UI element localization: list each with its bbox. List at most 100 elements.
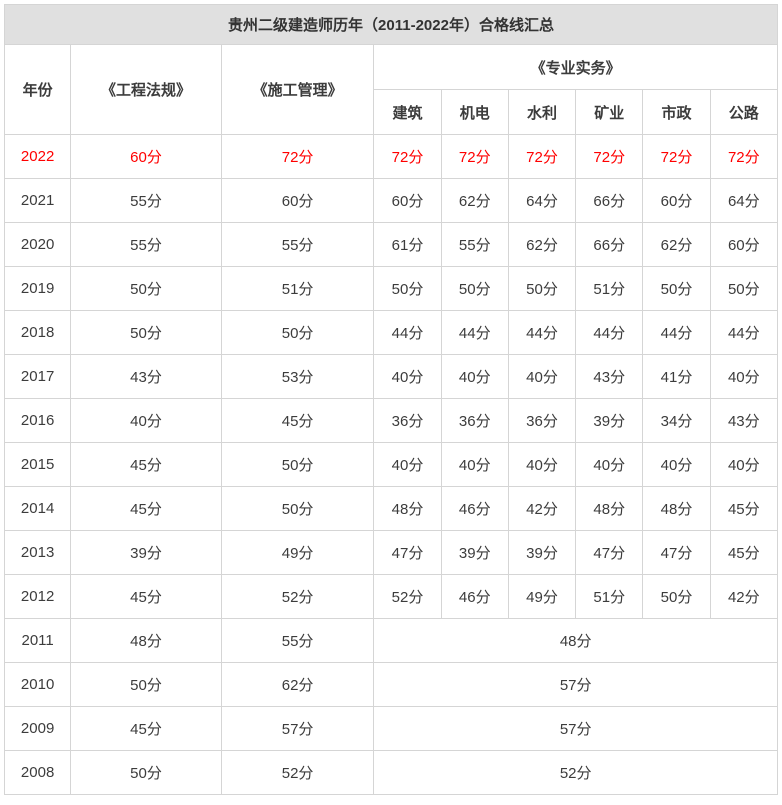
law-score-cell: 45分	[70, 486, 222, 531]
table-row: 2012 45分 52分 52分 46分 49分 51分 50分 42分	[3, 574, 779, 619]
table-row: 2016 40分 45分 36分 36分 36分 39分 34分 43分	[3, 398, 779, 443]
practice-score-cell: 47分	[373, 530, 442, 575]
practice-score-cell: 40分	[709, 442, 779, 487]
practice-score-cell: 40分	[575, 442, 644, 487]
practice-score-cell: 60分	[642, 178, 711, 223]
practice-score-cell: 62分	[440, 178, 509, 223]
practice-score-cell: 39分	[507, 530, 577, 575]
practice-score-cell: 66分	[575, 178, 644, 223]
practice-score-cell: 40分	[440, 354, 509, 399]
management-score-cell: 50分	[220, 486, 375, 531]
practice-score-cell: 49分	[507, 574, 577, 619]
year-cell: 2013	[3, 530, 72, 575]
practice-score-cell: 42分	[507, 486, 577, 531]
practice-score-cell: 64分	[507, 178, 577, 223]
year-cell: 2020	[3, 222, 72, 267]
practice-score-cell: 44分	[575, 310, 644, 355]
management-score-cell: 55分	[220, 222, 375, 267]
law-score-cell: 55分	[70, 222, 222, 267]
practice-score-cell: 51分	[575, 266, 644, 311]
year-cell: 2018	[3, 310, 72, 355]
law-score-cell: 45分	[70, 574, 222, 619]
management-score-cell: 72分	[220, 134, 375, 179]
law-score-cell: 45分	[70, 706, 222, 751]
year-cell: 2014	[3, 486, 72, 531]
table-row: 2020 55分 55分 61分 55分 62分 66分 62分 60分	[3, 222, 779, 267]
year-cell: 2009	[3, 706, 72, 751]
year-cell: 2015	[3, 442, 72, 487]
table-row: 2009 45分 57分 57分	[3, 706, 778, 751]
law-score-cell: 55分	[70, 178, 222, 223]
practice-score-cell: 47分	[575, 530, 644, 575]
practice-score-cell: 36分	[373, 398, 442, 443]
practice-score-cell: 72分	[642, 134, 711, 179]
practice-score-cell: 72分	[709, 134, 779, 179]
practice-score-cell: 43分	[709, 398, 779, 443]
practice-score-cell: 40分	[507, 442, 577, 487]
management-score-cell: 53分	[220, 354, 375, 399]
practice-merged-cell: 57分	[373, 662, 778, 707]
year-cell: 2008	[3, 750, 72, 795]
practice-score-cell: 72分	[575, 134, 644, 179]
table-row: 2018 50分 50分 44分 44分 44分 44分 44分 44分	[3, 310, 779, 355]
management-score-cell: 52分	[220, 750, 375, 795]
practice-merged-cell: 57分	[373, 706, 778, 751]
practice-score-cell: 44分	[373, 310, 442, 355]
management-score-cell: 51分	[220, 266, 375, 311]
management-score-cell: 57分	[220, 706, 375, 751]
practice-score-cell: 44分	[642, 310, 711, 355]
table-row: 2021 55分 60分 60分 62分 64分 66分 60分 64分	[3, 178, 779, 223]
practice-score-cell: 40分	[373, 442, 442, 487]
practice-score-cell: 41分	[642, 354, 711, 399]
practice-score-cell: 46分	[440, 486, 509, 531]
year-cell: 2010	[3, 662, 72, 707]
practice-score-cell: 44分	[507, 310, 577, 355]
table-row: 2010 50分 62分 57分	[3, 662, 778, 707]
practice-score-cell: 51分	[575, 574, 644, 619]
subject-header-water: 水利	[507, 89, 577, 135]
practice-score-cell: 50分	[373, 266, 442, 311]
practice-score-cell: 61分	[373, 222, 442, 267]
law-column-header: 《工程法规》	[70, 44, 222, 135]
practice-score-cell: 34分	[642, 398, 711, 443]
practice-merged-cell: 48分	[373, 618, 778, 663]
practice-score-cell: 44分	[440, 310, 509, 355]
year-cell: 2021	[3, 178, 72, 223]
practice-score-cell: 40分	[642, 442, 711, 487]
practice-score-cell: 50分	[507, 266, 577, 311]
law-score-cell: 50分	[70, 310, 222, 355]
table-header: 贵州二级建造师历年（2011-2022年）合格线汇总 年份 《工程法规》 《施工…	[3, 4, 779, 135]
year-cell: 2016	[3, 398, 72, 443]
practice-score-cell: 44分	[709, 310, 779, 355]
practice-score-cell: 40分	[440, 442, 509, 487]
practice-score-cell: 72分	[373, 134, 442, 179]
practice-score-cell: 66分	[575, 222, 644, 267]
law-score-cell: 43分	[70, 354, 222, 399]
practice-score-cell: 55分	[440, 222, 509, 267]
practice-score-cell: 50分	[709, 266, 779, 311]
management-score-cell: 50分	[220, 442, 375, 487]
practice-score-cell: 72分	[507, 134, 577, 179]
practice-score-cell: 40分	[373, 354, 442, 399]
year-cell: 2011	[3, 618, 72, 663]
management-score-cell: 50分	[220, 310, 375, 355]
practice-score-cell: 39分	[575, 398, 644, 443]
practice-group-header: 《专业实务》	[373, 44, 778, 90]
practice-score-cell: 52分	[373, 574, 442, 619]
practice-score-cell: 48分	[575, 486, 644, 531]
practice-score-cell: 50分	[642, 574, 711, 619]
law-score-cell: 40分	[70, 398, 222, 443]
subject-header-construction: 建筑	[373, 89, 442, 135]
header-row-subjects: 建筑 机电 水利 矿业 市政 公路	[5, 89, 779, 135]
practice-score-cell: 48分	[373, 486, 442, 531]
year-cell: 2019	[3, 266, 72, 311]
practice-score-cell: 50分	[642, 266, 711, 311]
table-row: 2015 45分 50分 40分 40分 40分 40分 40分 40分	[3, 442, 779, 487]
practice-score-cell: 64分	[709, 178, 779, 223]
practice-score-cell: 72分	[440, 134, 509, 179]
law-score-cell: 50分	[70, 750, 222, 795]
law-score-cell: 39分	[70, 530, 222, 575]
year-column-header: 年份	[3, 44, 72, 135]
header-row-main: 年份 《工程法规》 《施工管理》 《专业实务》	[3, 44, 778, 135]
subject-header-mining: 矿业	[575, 89, 644, 135]
